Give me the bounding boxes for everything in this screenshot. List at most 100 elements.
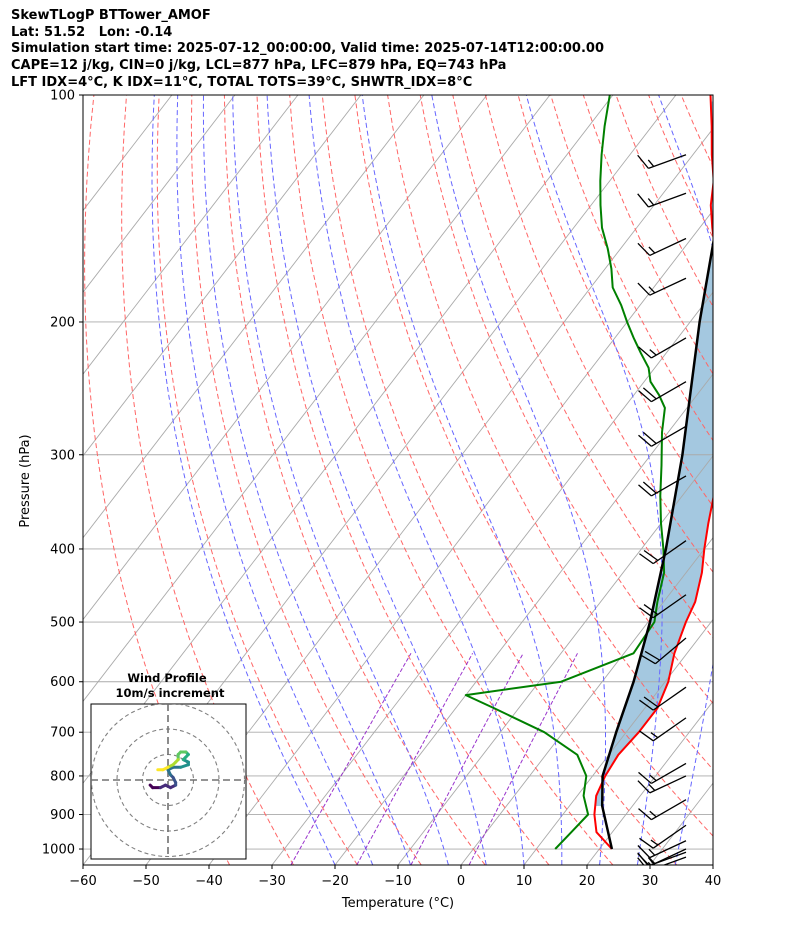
station-title: SkewTLogP BTTower_AMOF [11, 8, 211, 23]
isotherm-line [397, 455, 713, 865]
isotherm-line [83, 95, 236, 294]
wind-barb-feather [637, 193, 649, 208]
chart-header: SkewTLogP BTTower_AMOF Lat: 51.52 Lon: -0… [11, 8, 604, 92]
isotherm-line [83, 95, 362, 457]
wind-barb-staff [651, 337, 687, 359]
wind-barb-feather [648, 783, 656, 791]
moist-adiabats [151, 95, 713, 865]
station-coordinates: Lat: 51.52 Lon: -0.14 [11, 24, 173, 40]
isotherm-line [586, 700, 713, 865]
moist-adiabat-line [308, 95, 525, 865]
wind-barb-feather [639, 607, 654, 619]
y-axis-ticks: 100 200 300 400 500 600 700 800 900 1000 [42, 89, 83, 858]
wind-barb [639, 686, 687, 711]
wind-barbs [637, 154, 687, 865]
wind-barb-staff [652, 717, 687, 742]
dry-adiabat-line [484, 95, 713, 573]
mixing-ratio-line [410, 653, 524, 865]
stability-indices: LFT IDX=4°C, K IDX=11°C, TOTAL TOTS=39°C… [11, 74, 473, 90]
convective-indices: CAPE=12 j/kg, CIN=0 j/kg, LCL=877 hPa, L… [11, 58, 507, 74]
wind-barb [638, 337, 687, 359]
x-axis-ticks: −60 −50 −40 −30 −20 −10 0 10 20 30 40 [69, 865, 721, 889]
moist-adiabat-line [658, 95, 713, 865]
wind-barb-staff [654, 637, 687, 665]
wind-barb-feather [647, 159, 655, 167]
wind-barb-staff [651, 425, 687, 447]
wind-barb-staff [652, 594, 687, 619]
dewpoint-line [464, 95, 666, 850]
y-tick-label: 200 [50, 315, 75, 330]
wind-barb [637, 237, 687, 257]
wind-barb-staff [650, 848, 687, 865]
wind-barb-staff [652, 540, 687, 565]
dry-adiabat-line [223, 95, 486, 865]
mixing-ratio-lines [290, 653, 578, 865]
moist-adiabat-line [266, 95, 487, 865]
simulation-times: Simulation start time: 2025-07-12_00:00:… [11, 41, 604, 57]
wind-barb [637, 840, 687, 859]
wind-barb-feather [647, 198, 655, 206]
wind-barb-feather [639, 730, 654, 742]
wind-barb [639, 540, 687, 565]
x-tick-label: 40 [705, 874, 722, 889]
temperature-line [593, 95, 713, 850]
wind-barb-feather [650, 839, 659, 846]
wind-barb-feather [648, 848, 656, 856]
wind-barb-feather [649, 810, 657, 818]
wind-barb-feather [642, 431, 657, 444]
wind-barb [638, 762, 687, 784]
wind-barb-feather [650, 732, 659, 739]
mixing-ratio-line [356, 653, 474, 865]
wind-barb-feather [638, 346, 652, 359]
wind-barb-feather [647, 861, 652, 865]
wind-barb [637, 775, 687, 794]
dry-adiabat-line [517, 95, 713, 508]
dry-adiabat-line [419, 95, 713, 705]
moist-adiabat-line [525, 95, 663, 865]
wind-barb [637, 277, 687, 296]
wind-barb-feather [642, 481, 657, 494]
wind-barb-feather [649, 349, 657, 356]
y-axis-label: Pressure (hPa) [18, 434, 33, 527]
wind-barb-staff [651, 475, 687, 497]
isotherm-line [83, 95, 425, 539]
dry-adiabat-line [779, 95, 794, 865]
hodograph-subtitle: 10m/s increment [116, 686, 225, 700]
y-tick-label: 500 [50, 616, 75, 631]
moist-adiabat-line [712, 862, 713, 865]
x-tick-label: 0 [457, 874, 465, 889]
cape-shaded-area [595, 101, 713, 806]
wind-barb-staff [649, 775, 687, 794]
wind-barb [638, 425, 687, 447]
isotherm-line [271, 291, 713, 865]
wind-barb-staff [649, 277, 687, 296]
wind-barb-feather [639, 699, 654, 711]
y-tick-label: 700 [50, 726, 75, 741]
wind-barb [638, 799, 687, 821]
wind-barb-feather [639, 837, 654, 849]
wind-barb [638, 381, 687, 403]
wind-barb-feather [643, 549, 659, 561]
y-tick-label: 900 [50, 808, 75, 823]
x-tick-label: −60 [69, 874, 96, 889]
wind-barb-feather [637, 853, 650, 865]
dry-adiabat-line [387, 95, 713, 771]
wind-barb-feather [643, 696, 659, 708]
plot-area [83, 95, 794, 865]
x-tick-label: −30 [258, 874, 285, 889]
isotherm-line [712, 864, 713, 865]
dry-adiabat-line [550, 95, 713, 442]
hodograph-inset: Wind Profile 10m/s increment [90, 671, 247, 860]
wind-barb-staff [651, 799, 687, 821]
moist-adiabat-line [176, 95, 374, 865]
wind-barb [639, 594, 687, 619]
moist-adiabat-line [202, 95, 412, 865]
x-tick-label: −40 [195, 874, 222, 889]
wind-barb-feather [638, 808, 652, 821]
wind-barb-feather [637, 845, 651, 859]
isotherms [83, 95, 713, 865]
wind-barb-staff [651, 381, 687, 403]
y-tick-label: 100 [50, 89, 75, 104]
wind-barb-feather [638, 484, 652, 497]
wind-barb-feather [638, 434, 652, 447]
